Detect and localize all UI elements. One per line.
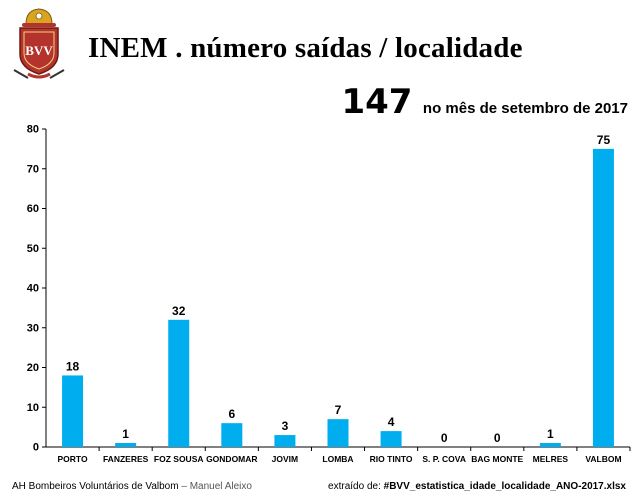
subtitle: 147 no mês de setembro de 2017	[341, 82, 628, 122]
bar	[380, 431, 402, 447]
y-tick-label: 80	[27, 124, 39, 136]
footer-author: – Manuel Aleixo	[178, 481, 252, 492]
data-label: 3	[282, 419, 289, 433]
footer-credit: AH Bombeiros Voluntários de Valbom – Man…	[12, 481, 252, 492]
period-label: no mês de setembro de 2017	[422, 100, 628, 117]
category-label: JOVIM	[272, 454, 298, 463]
axes-icon	[13, 69, 65, 79]
y-tick-label: 10	[27, 402, 39, 414]
footer-source: extraído de: #BVV_estatistica_idade_loca…	[328, 481, 626, 492]
logo-letters: BVV	[25, 43, 53, 58]
category-label: LOMBA	[322, 454, 353, 463]
category-label: RIO TINTO	[370, 454, 413, 463]
helmet-icon	[22, 8, 56, 27]
y-tick-label: 60	[27, 203, 39, 215]
data-label: 18	[66, 359, 80, 373]
data-label: 32	[172, 304, 186, 318]
data-label: 75	[597, 133, 611, 147]
bar	[539, 443, 561, 447]
data-label: 1	[122, 427, 129, 441]
shield-icon	[19, 27, 59, 75]
y-tick-label: 70	[27, 163, 39, 175]
bar	[592, 148, 614, 447]
data-label: 0	[494, 431, 501, 445]
bar	[168, 319, 190, 447]
data-label: 6	[228, 407, 235, 421]
y-tick-label: 0	[33, 442, 39, 454]
category-label: FANZERES	[103, 454, 149, 463]
bar	[274, 435, 296, 447]
footer-org: AH Bombeiros Voluntários de Valbom	[12, 481, 179, 492]
y-tick-label: 30	[27, 322, 39, 334]
category-label: S. P. COVA	[422, 454, 466, 463]
ribbon-icon	[27, 72, 51, 79]
category-label: VALBOM	[585, 454, 621, 463]
y-tick-label: 50	[27, 243, 39, 255]
data-label: 1	[547, 427, 554, 441]
data-label: 0	[441, 431, 448, 445]
total-count: 147	[341, 82, 413, 122]
data-label: 7	[335, 403, 342, 417]
bar	[221, 423, 243, 447]
y-tick-label: 20	[27, 362, 39, 374]
category-label: FOZ SOUSA	[154, 454, 204, 463]
bar	[327, 419, 349, 447]
category-label: GONDOMAR	[206, 454, 257, 463]
bar	[115, 443, 137, 447]
footer-source-file: #BVV_estatistica_idade_localidade_ANO-20…	[383, 481, 626, 492]
page-title: INEM . número saídas / localidade	[88, 32, 523, 64]
category-label: PORTO	[58, 454, 88, 463]
category-label: BAG MONTE	[471, 454, 523, 463]
bvv-logo: BVV	[13, 8, 65, 79]
footer-source-prefix: extraído de:	[328, 481, 384, 492]
data-label: 4	[388, 415, 395, 429]
category-label: MELRES	[533, 454, 569, 463]
bar	[62, 375, 84, 447]
y-tick-label: 40	[27, 283, 39, 295]
